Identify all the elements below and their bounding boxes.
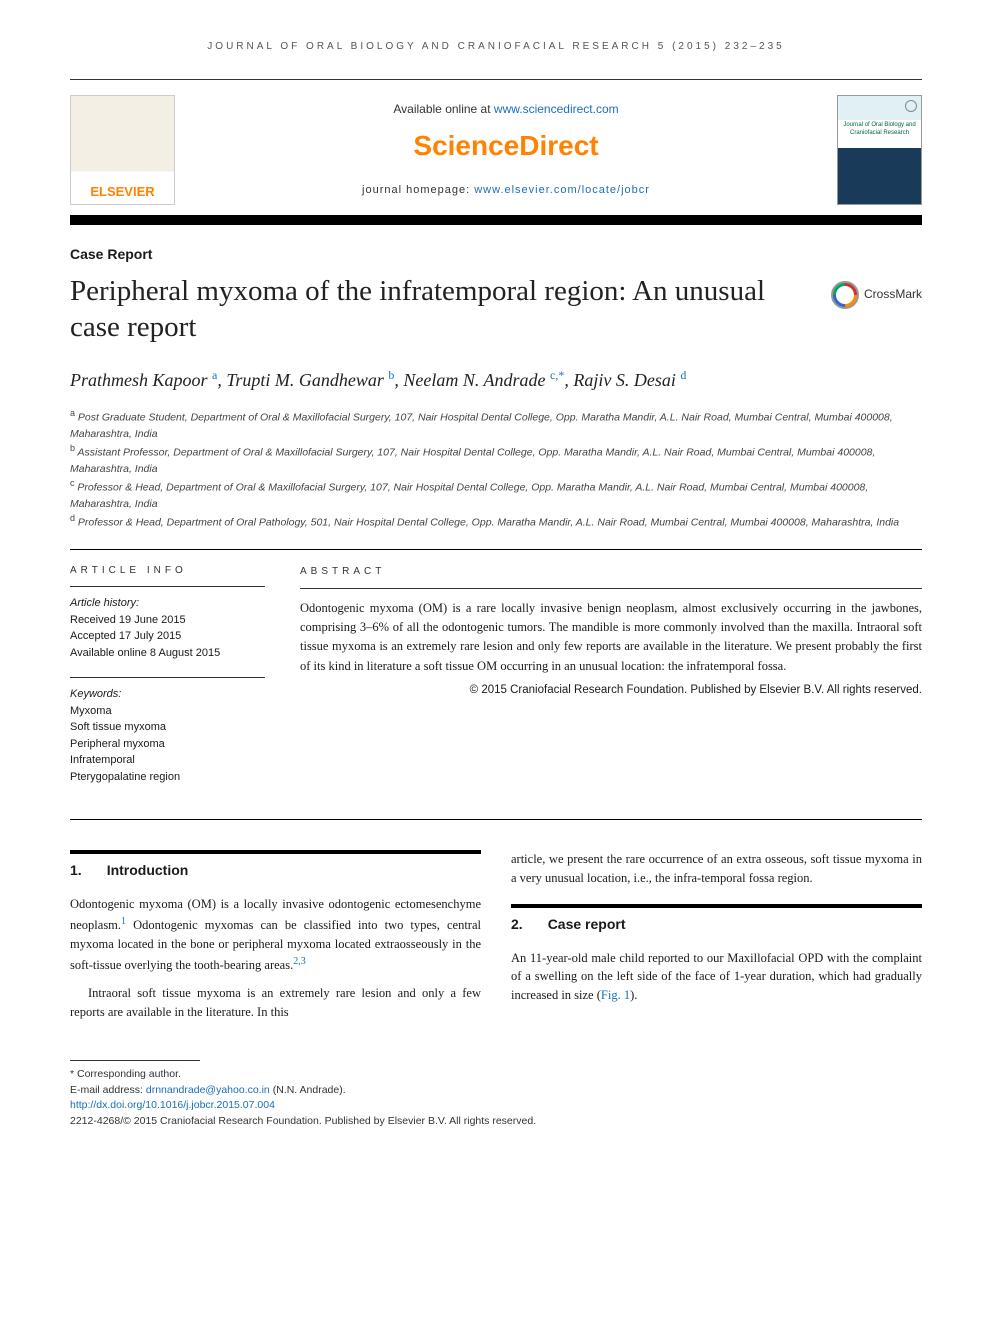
body-paragraph: An 11-year-old male child reported to ou… [511, 949, 922, 1005]
section-heading: 2.Case report [511, 904, 922, 935]
keywords-block: Keywords: MyxomaSoft tissue myxomaPeriph… [70, 686, 265, 785]
abstract-heading: ABSTRACT [300, 564, 922, 580]
article-history-block: Article history: Received 19 June 2015 A… [70, 595, 265, 661]
history-received: Received 19 June 2015 [70, 614, 186, 626]
body-text-columns: 1.Introduction Odontogenic myxoma (OM) is… [70, 850, 922, 1032]
doi-link[interactable]: http://dx.doi.org/10.1016/j.jobcr.2015.0… [70, 1099, 275, 1111]
masthead: ELSEVIER Available online at www.science… [70, 79, 922, 225]
footer-copyright: 2212-4268/© 2015 Craniofacial Research F… [70, 1114, 922, 1130]
available-prefix: Available online at [393, 102, 494, 116]
body-paragraph: Intraoral soft tissue myxoma is an extre… [70, 984, 481, 1022]
history-label: Article history: [70, 597, 139, 609]
elsevier-logo: ELSEVIER [70, 95, 175, 205]
keywords-list: MyxomaSoft tissue myxomaPeripheral myxom… [70, 705, 180, 783]
keywords-label: Keywords: [70, 688, 121, 700]
journal-cover-title: Journal of Oral Biology andCraniofacial … [843, 122, 915, 136]
affiliations-list: a Post Graduate Student, Department of O… [70, 407, 922, 531]
author-email-link[interactable]: drnnandrade@yahoo.co.in [146, 1084, 270, 1096]
abstract-column: ABSTRACT Odontogenic myxoma (OM) is a ra… [300, 564, 922, 801]
elsevier-logo-text: ELSEVIER [90, 183, 154, 201]
abstract-copyright: © 2015 Craniofacial Research Foundation.… [300, 682, 922, 700]
journal-homepage-link[interactable]: www.elsevier.com/locate/jobcr [474, 184, 650, 196]
body-paragraph: article, we present the rare occurrence … [511, 850, 922, 888]
homepage-prefix: journal homepage: [362, 184, 474, 196]
journal-cover-thumbnail: Journal of Oral Biology andCraniofacial … [837, 95, 922, 205]
article-info-column: ARTICLE INFO Article history: Received 1… [70, 564, 265, 801]
author-list: Prathmesh Kapoor a, Trupti M. Gandhewar … [70, 367, 922, 393]
corresponding-author-note: * Corresponding author. [70, 1067, 922, 1083]
journal-homepage-line: journal homepage: www.elsevier.com/locat… [195, 183, 817, 198]
history-online: Available online 8 August 2015 [70, 647, 220, 659]
section-heading: 1.Introduction [70, 850, 481, 881]
horizontal-rule [70, 819, 922, 820]
email-suffix: (N.N. Andrade). [270, 1084, 346, 1096]
crossmark-label: CrossMark [864, 286, 922, 303]
crossmark-icon [831, 281, 859, 309]
email-line: E-mail address: drnnandrade@yahoo.co.in … [70, 1083, 922, 1099]
article-type-label: Case Report [70, 245, 922, 265]
sciencedirect-url-link[interactable]: www.sciencedirect.com [494, 102, 619, 116]
crossmark-badge[interactable]: CrossMark [831, 281, 922, 309]
history-accepted: Accepted 17 July 2015 [70, 630, 181, 642]
footnote-rule [70, 1060, 200, 1061]
footnotes: * Corresponding author. E-mail address: … [70, 1067, 922, 1130]
running-head: JOURNAL OF ORAL BIOLOGY AND CRANIOFACIAL… [70, 40, 922, 54]
body-paragraph: Odontogenic myxoma (OM) is a locally inv… [70, 895, 481, 974]
article-title: Peripheral myxoma of the infratemporal r… [70, 273, 806, 346]
abstract-text: Odontogenic myxoma (OM) is a rare locall… [300, 599, 922, 677]
horizontal-rule [70, 549, 922, 550]
article-info-heading: ARTICLE INFO [70, 564, 265, 578]
sciencedirect-logo: ScienceDirect [195, 126, 817, 165]
available-online-line: Available online at www.sciencedirect.co… [195, 101, 817, 118]
email-label: E-mail address: [70, 1084, 146, 1096]
